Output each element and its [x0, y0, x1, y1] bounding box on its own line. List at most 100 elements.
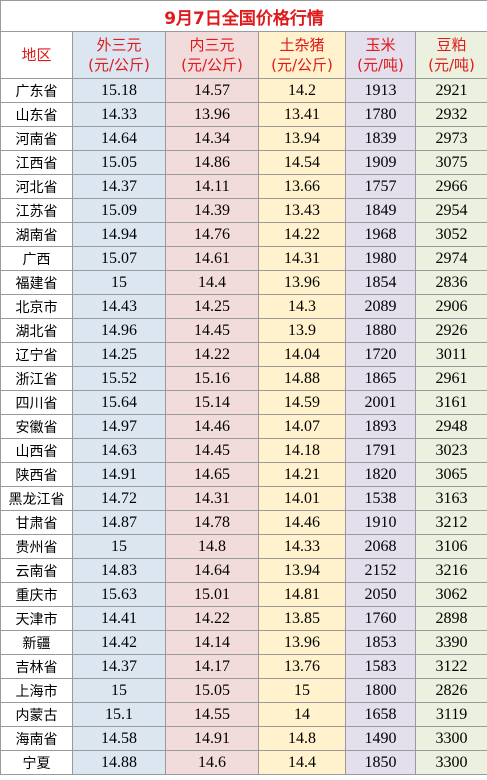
price-cell: 14.81	[258, 582, 346, 607]
price-cell: 2001	[345, 390, 416, 415]
header-cell: 土杂猪 (元/公斤)	[258, 31, 346, 79]
price-cell: 14.76	[165, 222, 259, 247]
price-cell: 14.8	[258, 726, 346, 751]
price-cell: 14.33	[72, 102, 166, 127]
region-cell: 吉林省	[0, 654, 73, 679]
data-row: 天津市 14.41 14.22 13.85 1760 2898	[0, 606, 487, 631]
region-cell: 湖南省	[0, 222, 73, 247]
price-cell: 1757	[345, 174, 416, 199]
price-cell: 3122	[414, 654, 487, 679]
price-cell: 13.43	[258, 198, 346, 223]
price-cell: 2089	[345, 294, 416, 319]
price-cell: 1791	[345, 438, 416, 463]
region-cell: 山西省	[0, 438, 73, 463]
data-row: 重庆市 15.63 15.01 14.81 2050 3062	[0, 582, 487, 607]
price-cell: 14.34	[165, 126, 259, 151]
price-cell: 2973	[414, 126, 487, 151]
price-cell: 14.42	[72, 630, 166, 655]
data-row: 贵州省 15 14.8 14.33 2068 3106	[0, 534, 487, 559]
price-cell: 3106	[414, 534, 487, 559]
price-cell: 2898	[414, 606, 487, 631]
region-cell: 海南省	[0, 726, 73, 751]
price-cell: 1800	[345, 678, 416, 703]
price-cell: 13.96	[258, 630, 346, 655]
price-cell: 14.17	[165, 654, 259, 679]
price-cell: 2948	[414, 414, 487, 439]
data-row: 新疆 14.42 14.14 13.96 1853 3390	[0, 630, 487, 655]
header-row: 地区 外三元 (元/公斤) 内三元 (元/公斤) 土杂猪 (元/公斤) 玉米 (元/吨) 豆粕 (元…	[0, 31, 487, 79]
price-cell: 14.97	[72, 414, 166, 439]
price-cell: 2836	[414, 270, 487, 295]
region-cell: 辽宁省	[0, 342, 73, 367]
price-cell: 15.14	[165, 390, 259, 415]
header-cell: 豆粕 (元/吨)	[414, 31, 487, 79]
price-cell: 1760	[345, 606, 416, 631]
header-label: 内三元	[189, 36, 235, 54]
price-cell: 14.18	[258, 438, 346, 463]
data-row: 辽宁省 14.25 14.22 14.04 1720 3011	[0, 342, 487, 367]
region-cell: 内蒙古	[0, 702, 73, 727]
price-cell: 14.37	[72, 654, 166, 679]
price-cell: 1538	[345, 486, 416, 511]
price-cell: 14.61	[165, 246, 259, 271]
region-cell: 重庆市	[0, 582, 73, 607]
price-cell: 3163	[414, 486, 487, 511]
price-cell: 14.3	[258, 294, 346, 319]
price-cell: 14.64	[72, 126, 166, 151]
header-label: 豆粕	[436, 36, 467, 54]
price-cell: 1839	[345, 126, 416, 151]
price-cell: 2966	[414, 174, 487, 199]
price-cell: 1490	[345, 726, 416, 751]
region-cell: 贵州省	[0, 534, 73, 559]
price-cell: 1880	[345, 318, 416, 343]
price-cell: 3300	[414, 726, 487, 751]
price-cell: 15.64	[72, 390, 166, 415]
price-cell: 14.4	[258, 750, 346, 775]
header-unit: (元/公斤)	[271, 56, 333, 74]
region-cell: 福建省	[0, 270, 73, 295]
price-cell: 2068	[345, 534, 416, 559]
price-cell: 15.63	[72, 582, 166, 607]
data-row: 黑龙江省 14.72 14.31 14.01 1538 3163	[0, 486, 487, 511]
region-cell: 黑龙江省	[0, 486, 73, 511]
price-cell: 14.86	[165, 150, 259, 175]
price-cell: 1909	[345, 150, 416, 175]
data-row: 安徽省 14.97 14.46 14.07 1893 2948	[0, 414, 487, 439]
region-cell: 天津市	[0, 606, 73, 631]
price-cell: 14.59	[258, 390, 346, 415]
price-cell: 14.46	[165, 414, 259, 439]
region-cell: 河南省	[0, 126, 73, 151]
price-cell: 3161	[414, 390, 487, 415]
data-row: 湖南省 14.94 14.76 14.22 1968 3052	[0, 222, 487, 247]
title: 9月7日全国价格行情	[0, 0, 487, 32]
region-cell: 上海市	[0, 678, 73, 703]
price-cell: 14.88	[258, 366, 346, 391]
region-cell: 云南省	[0, 558, 73, 583]
data-row: 湖北省 14.96 14.45 13.9 1880 2926	[0, 318, 487, 343]
price-cell: 14.22	[258, 222, 346, 247]
price-cell: 3065	[414, 462, 487, 487]
price-cell: 1820	[345, 462, 416, 487]
data-row: 江西省 15.05 14.86 14.54 1909 3075	[0, 150, 487, 175]
header-cell: 内三元 (元/公斤)	[165, 31, 259, 79]
price-cell: 14.54	[258, 150, 346, 175]
price-cell: 3119	[414, 702, 487, 727]
price-cell: 2152	[345, 558, 416, 583]
price-cell: 13.85	[258, 606, 346, 631]
price-cell: 13.94	[258, 558, 346, 583]
price-cell: 13.41	[258, 102, 346, 127]
price-cell: 1910	[345, 510, 416, 535]
price-cell: 14.07	[258, 414, 346, 439]
price-cell: 15.1	[72, 702, 166, 727]
price-cell: 14.22	[165, 606, 259, 631]
price-cell: 1658	[345, 702, 416, 727]
price-cell: 3390	[414, 630, 487, 655]
price-cell: 14	[258, 702, 346, 727]
price-cell: 13.96	[258, 270, 346, 295]
price-cell: 14.45	[165, 438, 259, 463]
price-cell: 1849	[345, 198, 416, 223]
price-cell: 14.94	[72, 222, 166, 247]
price-cell: 2932	[414, 102, 487, 127]
price-cell: 14.8	[165, 534, 259, 559]
price-cell: 14.78	[165, 510, 259, 535]
